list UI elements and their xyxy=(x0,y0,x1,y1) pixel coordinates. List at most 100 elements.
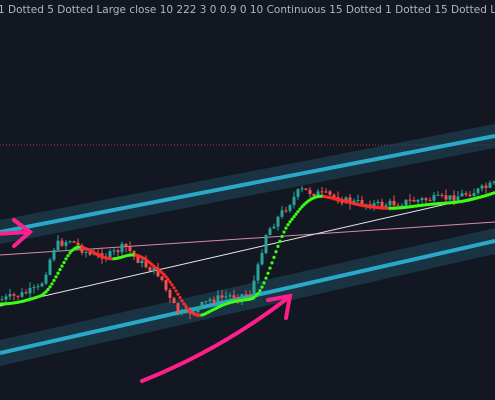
candle-body xyxy=(32,287,36,289)
ma-dot xyxy=(266,271,270,275)
candle-body xyxy=(452,195,456,201)
ma-dot xyxy=(162,273,166,277)
candle-body xyxy=(476,188,480,194)
candle-body xyxy=(404,199,408,206)
ma-dot xyxy=(160,271,164,275)
candle-body xyxy=(176,303,180,313)
candle-body xyxy=(236,297,240,300)
candle-body xyxy=(164,279,168,290)
candle-body xyxy=(400,205,404,207)
ma-dot xyxy=(284,226,288,230)
ma-dot xyxy=(180,299,184,303)
candle-body xyxy=(140,260,144,264)
candle-body xyxy=(200,301,204,307)
ma-dot xyxy=(60,264,64,268)
candle-body xyxy=(408,199,412,201)
candle-body xyxy=(124,243,128,247)
ma-dot xyxy=(184,305,188,309)
ma-dot xyxy=(66,254,70,258)
ma-dot xyxy=(282,230,286,234)
candle-body xyxy=(276,216,280,227)
candle-body xyxy=(40,283,44,287)
ma-dot xyxy=(168,280,172,284)
candle-body xyxy=(468,194,472,197)
candle-body xyxy=(384,205,388,207)
ma-dot xyxy=(286,223,290,227)
candle-body xyxy=(204,301,208,303)
candle-body xyxy=(24,292,28,294)
candle-body xyxy=(8,294,12,297)
ma-dot xyxy=(56,271,60,275)
candle-body xyxy=(168,289,172,298)
ma-dot xyxy=(42,292,46,296)
candle-body xyxy=(144,260,148,268)
candle-body xyxy=(88,251,92,255)
candle-body xyxy=(416,199,420,202)
candle-body xyxy=(208,299,212,302)
candle-body xyxy=(72,241,76,243)
ma-dot xyxy=(298,207,302,211)
ma-dot xyxy=(44,290,48,294)
candle-body xyxy=(432,195,436,201)
candle-body xyxy=(240,294,244,300)
ma-dot xyxy=(300,205,304,209)
candle-body xyxy=(372,203,376,208)
candle-body xyxy=(440,194,444,196)
candle-body xyxy=(60,240,64,246)
candle-body xyxy=(280,210,284,217)
ma-dot xyxy=(68,251,72,255)
candle-body xyxy=(392,200,396,206)
candle-body xyxy=(244,294,248,296)
candle-body xyxy=(348,197,352,204)
candle-body xyxy=(284,210,288,212)
ma-dot xyxy=(270,261,274,265)
candle-body xyxy=(340,201,344,204)
annotation-arrows xyxy=(0,218,293,383)
indicator-header: 1 Dotted 5 Dotted Large close 10 222 3 0… xyxy=(0,4,495,16)
ma-dot xyxy=(268,266,272,270)
ma-dot xyxy=(278,239,282,243)
ma-dot xyxy=(274,250,278,254)
candle-body xyxy=(380,201,384,207)
candle-body xyxy=(160,276,164,280)
candle-body xyxy=(56,240,60,251)
ma-dot xyxy=(50,282,54,286)
candle-body xyxy=(248,294,252,297)
candle-body xyxy=(156,267,160,277)
candle-body xyxy=(184,309,188,312)
candle-body xyxy=(268,228,272,236)
candle-body xyxy=(320,191,324,193)
candle-body xyxy=(424,198,428,201)
candle-body xyxy=(84,251,88,253)
candle-body xyxy=(224,296,228,298)
candle-body xyxy=(180,311,184,313)
ma-dot xyxy=(176,292,180,296)
candle-body xyxy=(220,295,224,298)
ma-dot xyxy=(254,294,258,298)
ma-dot xyxy=(52,278,56,283)
candle-body xyxy=(64,242,68,246)
candle-body xyxy=(136,255,140,264)
candle-body xyxy=(112,250,116,252)
candle-body xyxy=(300,188,304,190)
candle-body xyxy=(376,201,380,204)
candle-body xyxy=(296,189,300,197)
candle-body xyxy=(444,195,448,200)
ma-dot xyxy=(294,212,298,216)
ma-dot xyxy=(178,295,182,300)
candle-body xyxy=(316,191,320,197)
candle-body xyxy=(108,251,112,257)
ma-dot xyxy=(48,285,52,289)
ma-dot xyxy=(292,215,296,219)
candle-body xyxy=(4,296,8,300)
upper-channel-line xyxy=(0,134,495,234)
candle-body xyxy=(396,205,400,207)
candle-body xyxy=(256,264,260,281)
ma-dot xyxy=(164,275,168,279)
ma-dot xyxy=(296,209,300,214)
candle-body xyxy=(488,182,492,188)
candle-body xyxy=(492,181,495,183)
ma-dot xyxy=(64,257,68,261)
candle-body xyxy=(148,267,152,272)
